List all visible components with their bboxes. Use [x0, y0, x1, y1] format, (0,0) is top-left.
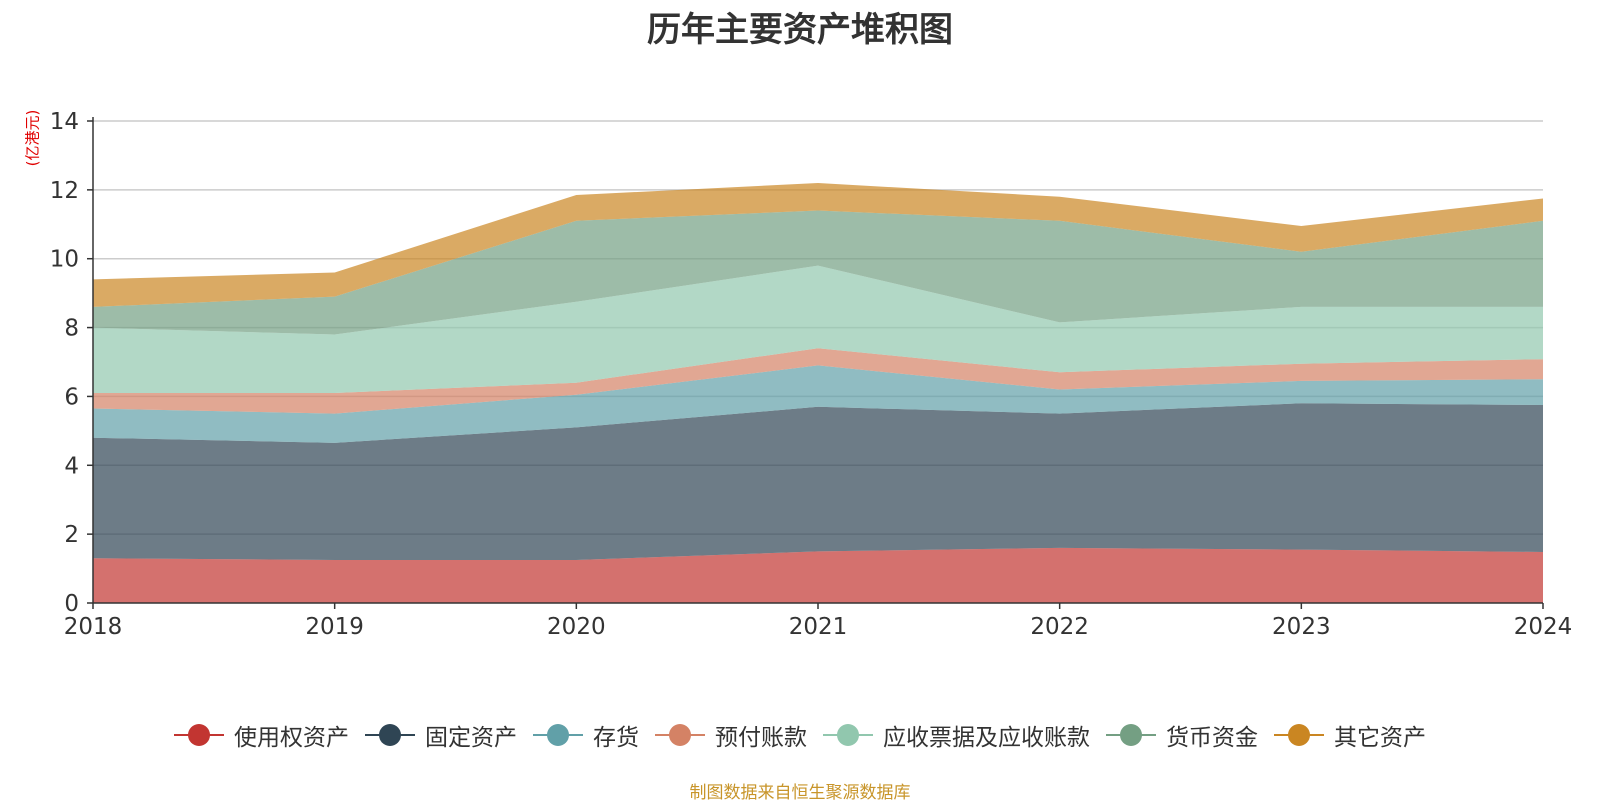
area-固定资产	[93, 403, 1543, 560]
area-应收票据及应收账款	[93, 265, 1543, 393]
legend-marker-dot	[669, 724, 691, 746]
stacked-area-chart: 0 2 4 6 8 10 12 14 2018 2019 2020 2021 2022 2023 2024	[50, 109, 1573, 640]
y-tick-label: 12	[50, 178, 79, 204]
legend-label: 预付账款	[715, 725, 807, 751]
legend-marker	[1106, 722, 1156, 748]
legend-label: 货币资金	[1166, 725, 1258, 751]
axes: 0 2 4 6 8 10 12 14 2018 2019 2020 2021 2022 2023 2024	[50, 109, 1573, 640]
legend-marker	[655, 722, 705, 748]
x-tick-label: 2019	[305, 614, 364, 640]
legend-marker-dot	[837, 724, 859, 746]
legend-marker	[533, 722, 583, 748]
area-series	[93, 183, 1543, 603]
chart-title: 历年主要资产堆积图	[647, 10, 953, 50]
area-预付账款	[93, 348, 1543, 414]
area-存货	[93, 365, 1543, 443]
area-其它资产	[93, 183, 1543, 307]
y-tick-label: 4	[64, 453, 79, 479]
legend-label: 存货	[593, 725, 639, 751]
y-tick-label: 8	[64, 316, 79, 342]
legend-item[interactable]: 存货	[533, 718, 639, 752]
legend-item[interactable]: 预付账款	[655, 718, 807, 752]
legend: 使用权资产 固定资产 存货 预付账款 应收票据及应收账款 货币资金 其它资产	[0, 718, 1600, 752]
legend-marker-dot	[1120, 724, 1142, 746]
legend-item[interactable]: 应收票据及应收账款	[823, 718, 1090, 752]
legend-marker-dot	[1288, 724, 1310, 746]
y-tick-label: 0	[64, 591, 79, 617]
legend-marker	[1274, 722, 1324, 748]
source-note: 制图数据来自恒生聚源数据库	[689, 783, 911, 803]
legend-label: 固定资产	[425, 725, 517, 751]
x-tick-label: 2023	[1272, 614, 1331, 640]
legend-item[interactable]: 其它资产	[1274, 718, 1426, 752]
x-tick-label: 2024	[1514, 614, 1573, 640]
legend-label: 使用权资产	[234, 725, 349, 751]
area-货币资金	[93, 210, 1543, 335]
legend-marker	[823, 722, 873, 748]
x-tick-label: 2020	[547, 614, 606, 640]
y-tick-label: 6	[64, 384, 79, 410]
legend-marker	[365, 722, 415, 748]
y-tick-label: 10	[50, 247, 79, 273]
legend-marker	[174, 722, 224, 748]
legend-item[interactable]: 使用权资产	[174, 718, 349, 752]
x-tick-label: 2018	[64, 614, 123, 640]
y-tick-label: 14	[50, 109, 79, 135]
legend-label: 其它资产	[1334, 725, 1426, 751]
legend-label: 应收票据及应收账款	[883, 725, 1090, 751]
legend-marker-dot	[188, 724, 210, 746]
x-tick-label: 2022	[1030, 614, 1089, 640]
legend-item[interactable]: 固定资产	[365, 718, 517, 752]
legend-item[interactable]: 货币资金	[1106, 718, 1258, 752]
area-使用权资产	[93, 547, 1543, 603]
legend-marker-dot	[547, 724, 569, 746]
legend-marker-dot	[379, 724, 401, 746]
x-tick-label: 2021	[789, 614, 848, 640]
y-tick-label: 2	[64, 522, 79, 548]
